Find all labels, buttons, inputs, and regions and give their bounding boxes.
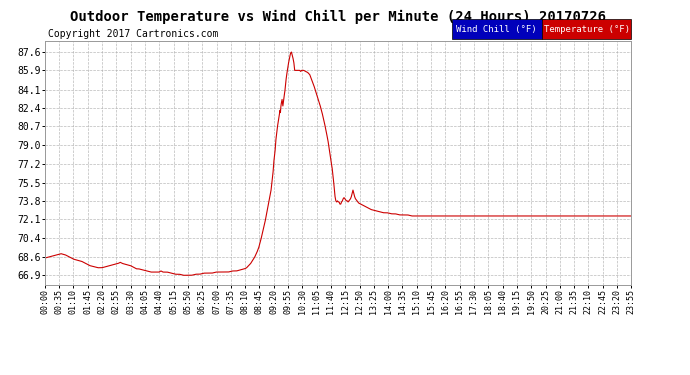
Text: Outdoor Temperature vs Wind Chill per Minute (24 Hours) 20170726: Outdoor Temperature vs Wind Chill per Mi… (70, 10, 606, 24)
Text: Wind Chill (°F): Wind Chill (°F) (457, 25, 537, 34)
Text: Temperature (°F): Temperature (°F) (544, 25, 629, 34)
Text: Copyright 2017 Cartronics.com: Copyright 2017 Cartronics.com (48, 29, 219, 39)
